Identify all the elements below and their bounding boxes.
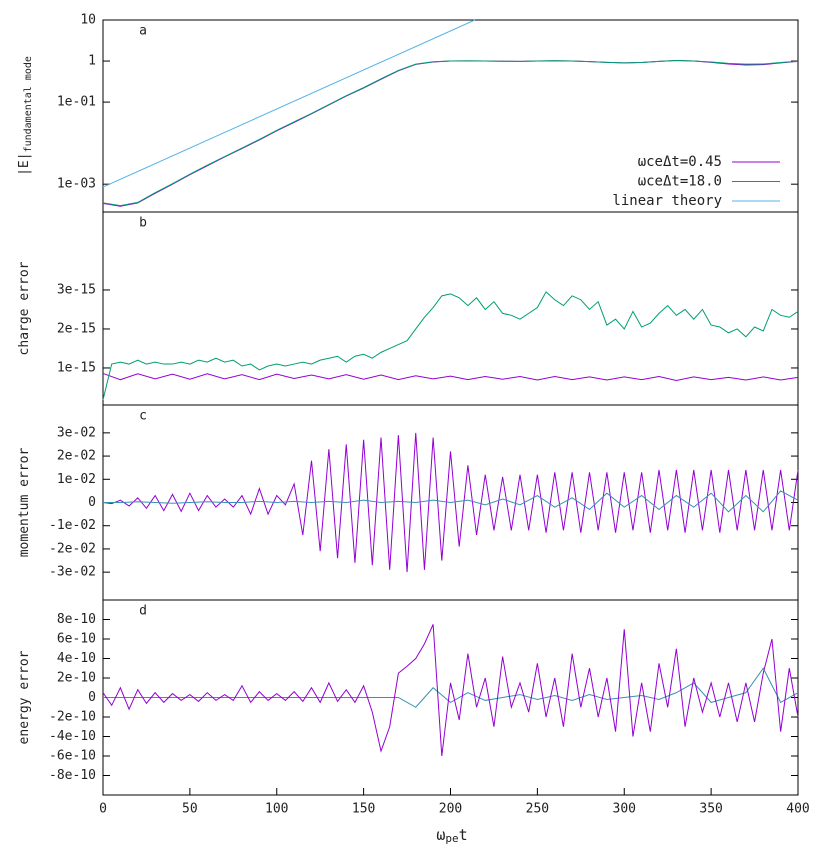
y-axis-label: |E|fundamental mode (17, 56, 35, 176)
y-label-sub: fundamental mode (23, 56, 34, 152)
y-tick-label: 1e-02 (57, 472, 96, 487)
data-line (102, 624, 799, 757)
panel-label: d (139, 604, 147, 619)
y-tick-label: 1e-03 (57, 177, 96, 192)
y-tick-label: 3e-02 (57, 425, 96, 440)
y-tick-label: -8e-10 (49, 768, 96, 783)
y-axis-label: charge error (17, 261, 32, 355)
data-line (103, 490, 799, 513)
x-tick-label: 50 (182, 802, 198, 817)
y-tick-label: -6e-10 (49, 749, 96, 764)
y-tick-label: 1e-15 (57, 360, 96, 375)
panel-label: c (139, 409, 147, 424)
y-tick-label: -3e-02 (49, 565, 96, 580)
x-tick-label: 100 (265, 802, 288, 817)
y-axis-label: energy error (17, 650, 32, 744)
x-tick-label: 350 (699, 802, 722, 817)
panel-label: a (139, 24, 147, 39)
y-label-main: |E| (17, 152, 32, 175)
y-label-main: momentum error (17, 448, 32, 558)
x-label-main: ω (436, 826, 445, 844)
y-label-main: charge error (17, 261, 32, 355)
y-tick-label: 6e-10 (57, 632, 96, 647)
data-line (102, 291, 799, 401)
y-tick-label: 4e-10 (57, 651, 96, 666)
x-tick-label: 0 (99, 802, 107, 817)
data-line (102, 60, 799, 207)
y-tick-label: 8e-10 (57, 612, 96, 627)
y-tick-label: -1e-02 (49, 518, 96, 533)
x-tick-label: 300 (613, 802, 636, 817)
legend-label: ωceΔt=18.0 (638, 174, 722, 190)
y-tick-label: 10 (80, 13, 96, 28)
y-tick-label: -2e-02 (49, 541, 96, 556)
x-tick-label: 150 (352, 802, 375, 817)
y-tick-label: 1e-01 (57, 95, 96, 110)
data-line (102, 372, 799, 381)
data-line (103, 667, 799, 708)
data-line (102, 19, 476, 188)
legend-label: ωceΔt=0.45 (638, 154, 722, 170)
y-tick-label: -4e-10 (49, 729, 96, 744)
y-tick-label: 1 (88, 54, 96, 69)
y-tick-label: -2e-10 (49, 710, 96, 725)
y-tick-label: 0 (88, 690, 96, 705)
x-axis-label: ωpet (436, 826, 467, 846)
data-line (102, 432, 799, 573)
y-tick-label: 0 (88, 495, 96, 510)
x-tick-label: 200 (439, 802, 462, 817)
panel-label: b (139, 216, 147, 231)
x-label-sub: pe (445, 832, 458, 845)
x-label-end: t (459, 826, 468, 844)
x-tick-label: 250 (526, 802, 549, 817)
y-tick-label: 2e-15 (57, 321, 96, 336)
y-tick-label: 2e-10 (57, 671, 96, 686)
legend-label: linear theory (612, 193, 722, 209)
y-axis-label: momentum error (17, 448, 32, 558)
x-tick-label: 400 (786, 802, 809, 817)
y-tick-label: 3e-15 (57, 282, 96, 297)
y-label-main: energy error (17, 650, 32, 744)
y-tick-label: 2e-02 (57, 449, 96, 464)
